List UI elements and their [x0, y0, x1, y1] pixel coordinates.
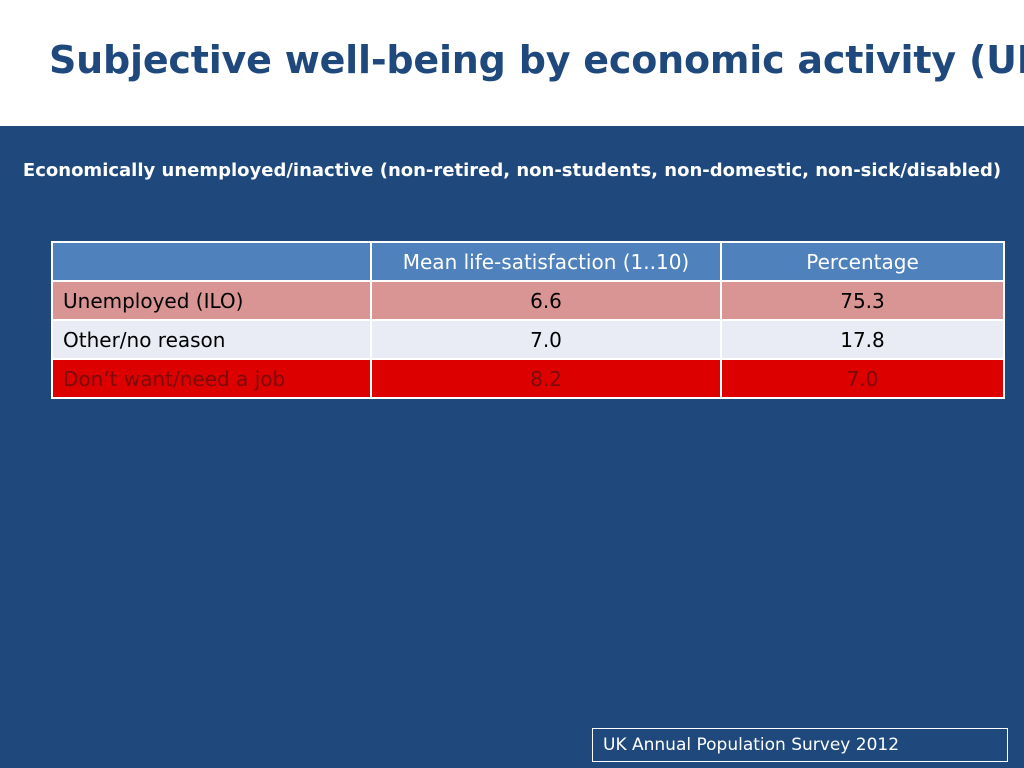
header-empty-cell — [51, 241, 372, 282]
table-row: Unemployed (ILO) 6.6 75.3 — [51, 280, 1005, 321]
row-percentage-value: 17.8 — [720, 319, 1005, 360]
source-citation: UK Annual Population Survey 2012 — [592, 728, 1008, 762]
header-mean-life-satisfaction: Mean life-satisfaction (1..10) — [370, 241, 722, 282]
table-header-row: Mean life-satisfaction (1..10) Percentag… — [51, 241, 1005, 282]
life-satisfaction-table: Mean life-satisfaction (1..10) Percentag… — [51, 241, 1005, 399]
row-mean-value: 8.2 — [370, 358, 722, 399]
row-percentage-value: 7.0 — [720, 358, 1005, 399]
slide-header: Subjective well-being by economic activi… — [0, 0, 1024, 126]
table-row: Other/no reason 7.0 17.8 — [51, 319, 1005, 360]
row-mean-value: 7.0 — [370, 319, 722, 360]
row-label: Don‘t want/need a job — [51, 358, 372, 399]
row-mean-value: 6.6 — [370, 280, 722, 321]
row-label: Other/no reason — [51, 319, 372, 360]
table-subtitle: Economically unemployed/inactive (non-re… — [22, 160, 1002, 181]
row-label: Unemployed (ILO) — [51, 280, 372, 321]
row-percentage-value: 75.3 — [720, 280, 1005, 321]
table-row: Don‘t want/need a job 8.2 7.0 — [51, 358, 1005, 399]
slide-title: Subjective well-being by economic activi… — [49, 38, 1024, 82]
header-percentage: Percentage — [720, 241, 1005, 282]
content-panel — [0, 126, 1024, 768]
